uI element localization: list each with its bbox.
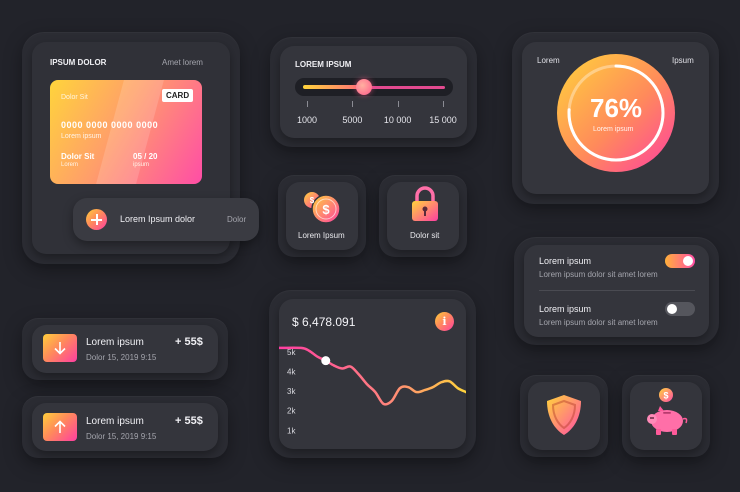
card-expiry-caption: ipsum	[133, 162, 150, 168]
card-badge: CARD	[162, 89, 194, 102]
setting-1-title: Lorem ipsum	[539, 256, 592, 266]
coins-icon: $ $	[304, 192, 341, 224]
svg-text:$: $	[310, 196, 315, 205]
gauge-right-label: Ipsum	[672, 56, 694, 65]
setting-2-title: Lorem ipsum	[539, 304, 592, 314]
setting-2-desc: Lorem ipsum dolor sit amet lorem	[539, 318, 658, 327]
y-tick-label: 2k	[287, 407, 296, 416]
tile-coins-label: Lorem Ipsum	[298, 231, 345, 240]
transaction-2-date: Dolor 15, 2019 9:15	[86, 432, 157, 441]
transaction-1-title: Lorem ipsum	[86, 337, 144, 348]
y-tick-label: 3k	[287, 387, 296, 396]
card-label-top: Dolor Sit	[61, 94, 88, 101]
transaction-2-title: Lorem ipsum	[86, 416, 144, 427]
chart-area: 5k 4k 3k 2k 1k	[279, 346, 466, 450]
card-number-caption: Lorem ipsum	[61, 133, 102, 140]
card-expiry: 05 / 20	[133, 152, 158, 161]
slider-tick-label: 5000	[342, 115, 363, 125]
card-action-label: Lorem Ipsum dolor	[120, 214, 196, 224]
card-panel-title: IPSUM DOLOR	[50, 58, 107, 67]
slider-tick-mark	[443, 101, 444, 107]
shield-icon	[547, 395, 581, 435]
slider-title: LOREM IPSUM	[295, 60, 352, 69]
slider-tick-label: 10 000	[383, 115, 412, 125]
card-number: 0000 0000 0000 0000	[61, 120, 159, 130]
chart-highlight-point[interactable]	[321, 356, 331, 366]
slider-tick-label: 15 000	[429, 115, 457, 125]
piggy-bank-icon: $	[647, 388, 688, 435]
info-icon[interactable]: i	[435, 312, 454, 331]
settings-divider	[539, 290, 695, 291]
slider-tick-label: 1000	[296, 115, 318, 125]
plus-icon	[86, 209, 107, 230]
setting-1-toggle[interactable]	[665, 254, 695, 268]
credit-card[interactable]: Dolor Sit CARD 0000 0000 0000 0000 Lorem…	[50, 80, 202, 184]
setting-2-toggle[interactable]	[665, 302, 695, 316]
chart-panel	[269, 290, 476, 458]
card-action-side: Dolor	[227, 215, 247, 224]
svg-text:$: $	[322, 202, 330, 217]
gauge-left-label: Lorem	[537, 56, 560, 65]
y-tick-label: 4k	[287, 367, 296, 376]
slider-tick-mark	[352, 101, 354, 107]
gauge-caption: Lorem ipsum	[593, 126, 634, 133]
svg-text:$: $	[663, 391, 668, 401]
card-action-row[interactable]: Lorem Ipsum dolor Dolor	[73, 198, 259, 241]
chart-title: $ 6,478.091	[292, 315, 356, 329]
setting-1-desc: Lorem ipsum dolor sit amet lorem	[539, 270, 658, 279]
transaction-1-amount: + 55$	[175, 336, 203, 348]
arrow-down-icon	[43, 334, 77, 362]
slider-track[interactable]	[295, 78, 453, 96]
transaction-1-date: Dolor 15, 2019 9:15	[86, 353, 157, 362]
slider-thumb[interactable]	[356, 79, 373, 95]
gauge-value: 76%	[590, 93, 643, 123]
card-panel-subtitle: Amet lorem	[162, 58, 203, 67]
slider-tick-mark	[397, 101, 399, 107]
card-holder: Dolor Sit	[61, 152, 95, 161]
transaction-2-amount: + 55$	[175, 415, 203, 427]
card-holder-caption: Lorem	[61, 162, 79, 168]
slider-tick-mark	[307, 101, 308, 107]
tile-lock-label: Dolor sit	[410, 231, 440, 240]
gauge-ring	[557, 54, 675, 172]
arrow-up-icon	[43, 413, 77, 441]
y-tick-label: 1k	[287, 426, 296, 435]
lock-icon	[412, 186, 438, 221]
y-tick-label: 5k	[287, 348, 296, 357]
